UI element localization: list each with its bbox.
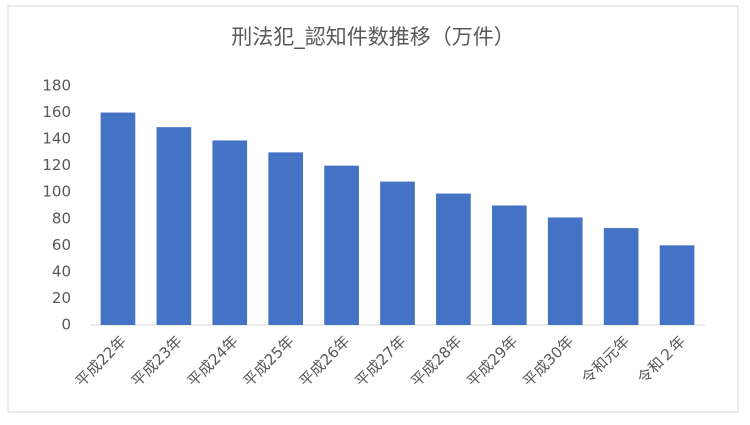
y-tick-label: 120 (42, 156, 71, 174)
y-tick-label: 80 (52, 209, 71, 227)
y-tick-label: 60 (52, 236, 71, 254)
y-tick-label: 0 (61, 316, 71, 334)
bar (380, 181, 415, 325)
y-tick-label: 180 (42, 77, 71, 95)
bar (212, 140, 248, 325)
bar (324, 165, 359, 325)
bar (156, 127, 192, 326)
y-tick-label: 100 (42, 183, 71, 201)
bar (436, 193, 471, 325)
chart-title: 刑法犯_認知件数推移（万件） (231, 25, 515, 50)
y-tick-label: 140 (42, 130, 71, 148)
y-tick-label: 40 (52, 262, 71, 280)
y-tick-label: 160 (42, 103, 71, 121)
bar (100, 112, 136, 325)
bar (603, 228, 639, 325)
bar (547, 217, 583, 325)
bar (491, 205, 527, 325)
bar (268, 152, 304, 325)
y-tick-label: 20 (52, 289, 71, 307)
bar (659, 245, 695, 325)
